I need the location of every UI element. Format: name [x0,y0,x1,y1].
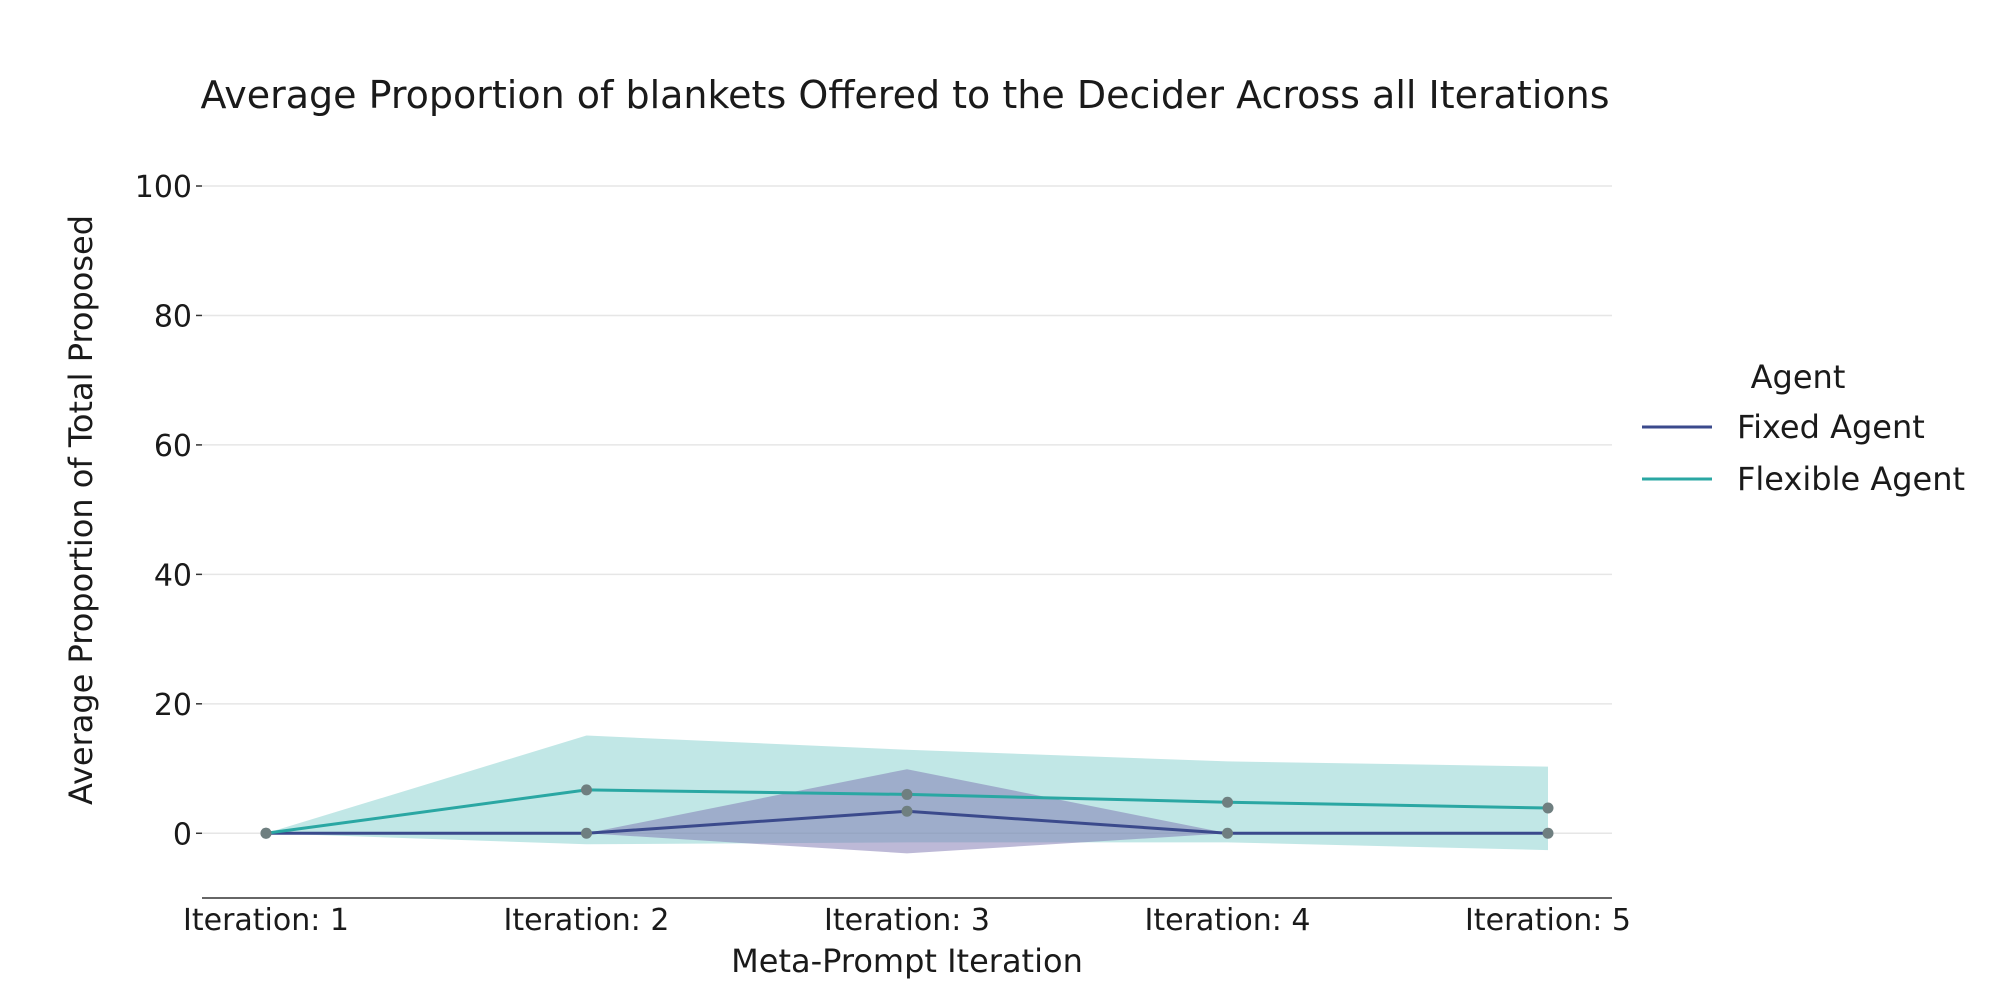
x-tick-label: Iteration: 1 [183,903,349,938]
y-axis-label: Average Proportion of Total Proposed [62,215,100,805]
gridlines [202,185,1612,835]
x-tick-label: Iteration: 2 [504,903,670,938]
x-tick-label: Iteration: 4 [1145,903,1311,938]
legend-label: Fixed Agent [1737,408,1925,446]
y-tick-label: 0 [173,817,192,852]
y-axis: 0 20 40 60 80 100 [135,170,202,852]
series-markers [260,784,1554,839]
y-tick-label: 80 [154,299,192,334]
legend-label: Flexible Agent [1737,460,1965,498]
point-flexible-agent-1 [260,827,272,839]
point-flexible-agent-5 [1542,802,1554,814]
y-tick-label: 20 [154,688,192,723]
legend: Agent Fixed Agent Flexible Agent [1642,358,1965,498]
x-tick-label: Iteration: 3 [824,903,990,938]
y-tick-label: 60 [154,429,192,464]
point-flexible-agent-3 [901,788,913,800]
point-fixed-agent-5 [1542,827,1554,839]
point-flexible-agent-4 [1222,796,1233,808]
x-axis-label: Meta-Prompt Iteration [731,942,1083,980]
legend-title: Agent [1751,358,1846,396]
point-fixed-agent-2 [581,827,592,839]
point-fixed-agent-4 [1222,827,1233,839]
point-flexible-agent-2 [581,784,592,796]
point-fixed-agent-3 [901,805,913,817]
x-axis: Iteration: 1 Iteration: 2 Iteration: 3 Iter… [183,897,1631,938]
chart-title: Average Proportion of blankets Offered t… [200,73,1609,117]
y-tick-label: 100 [135,170,192,205]
y-tick-label: 40 [154,558,192,593]
x-tick-label: Iteration: 5 [1465,903,1631,938]
